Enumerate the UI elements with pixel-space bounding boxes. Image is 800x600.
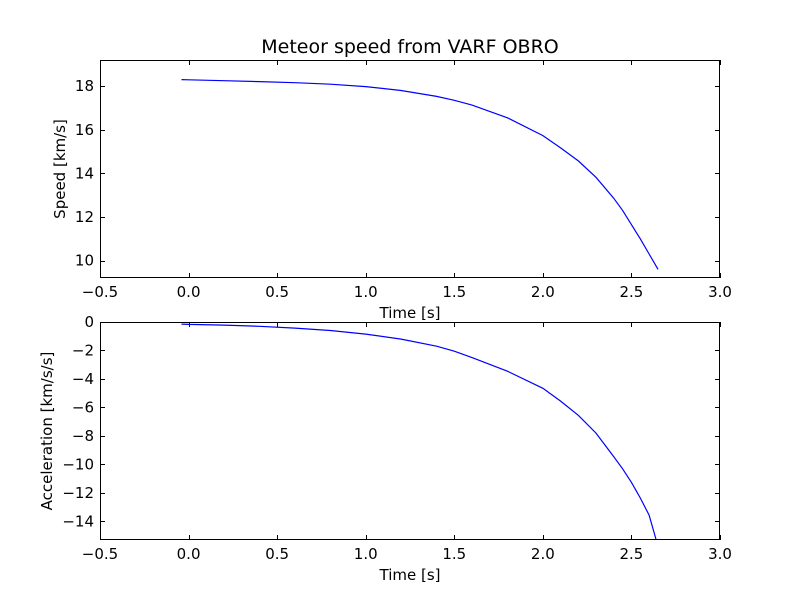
speed-plot-frame — [100, 60, 720, 278]
acceleration-y-tick-label: −14 — [62, 512, 94, 530]
acceleration-y-tick-label: −8 — [72, 427, 94, 445]
acceleration-x-tick-label: −0.5 — [82, 545, 118, 563]
speed-y-axis-label: Speed [km/s] — [51, 119, 69, 219]
acceleration-y-tick-label: 0 — [84, 313, 94, 331]
acceleration-x-axis-label: Time [s] — [379, 566, 441, 584]
acceleration-x-tick-label: 1.0 — [354, 545, 378, 563]
speed-y-tick-label: 18 — [75, 77, 94, 95]
speed-ticks: −0.5 0.0 0.5 1.0 1.5 2.0 2.5 3.0 10 12 14 16 18 — [75, 60, 732, 301]
acceleration-y-tick-label: −4 — [72, 370, 94, 388]
acceleration-x-tick-label: 0.0 — [177, 545, 201, 563]
speed-y-tick-label: 16 — [75, 121, 94, 139]
speed-y-tick-label: 14 — [75, 164, 94, 182]
acceleration-y-tick-label: −12 — [62, 484, 94, 502]
speed-x-tick-label: 1.0 — [354, 283, 378, 301]
speed-x-tick-label: −0.5 — [82, 283, 118, 301]
speed-x-tick-label: 2.5 — [619, 283, 643, 301]
acceleration-x-tick-label: 0.5 — [265, 545, 289, 563]
speed-x-tick-label: 0.5 — [265, 283, 289, 301]
acceleration-x-tick-label: 1.5 — [442, 545, 466, 563]
acceleration-y-tick-label: −2 — [72, 341, 94, 359]
speed-y-tick-label: 10 — [75, 252, 94, 270]
speed-series-line — [181, 79, 659, 270]
speed-plot-area — [181, 79, 659, 270]
acceleration-x-tick-label: 2.5 — [619, 545, 643, 563]
speed-x-tick-label: 0.0 — [177, 283, 201, 301]
acceleration-y-axis-label: Acceleration [km/s/s] — [38, 352, 56, 511]
speed-panel: Meteor speed from VARF OBRO −0.5 0.0 0.5 1.… — [51, 36, 732, 322]
acceleration-x-tick-label: 2.0 — [531, 545, 555, 563]
acceleration-series-line — [181, 323, 657, 541]
acceleration-panel: −0.5 0.0 0.5 1.0 1.5 2.0 2.5 3.0 0 −2 −4 −6 −8 −10 −12… — [38, 313, 732, 584]
speed-x-axis-label: Time [s] — [379, 304, 441, 322]
speed-chart-title: Meteor speed from VARF OBRO — [261, 36, 559, 58]
speed-x-tick-label: 1.5 — [442, 283, 466, 301]
acceleration-plot-frame — [100, 322, 720, 540]
acceleration-plot-area — [181, 323, 657, 541]
speed-x-tick-label: 3.0 — [708, 283, 732, 301]
acceleration-ticks: −0.5 0.0 0.5 1.0 1.5 2.0 2.5 3.0 0 −2 −4 −6 −8 −10 −12… — [62, 313, 732, 563]
acceleration-y-tick-label: −10 — [62, 455, 94, 473]
speed-y-tick-label: 12 — [75, 208, 94, 226]
speed-x-tick-label: 2.0 — [531, 283, 555, 301]
acceleration-y-tick-label: −6 — [72, 398, 94, 416]
acceleration-x-tick-label: 3.0 — [708, 545, 732, 563]
